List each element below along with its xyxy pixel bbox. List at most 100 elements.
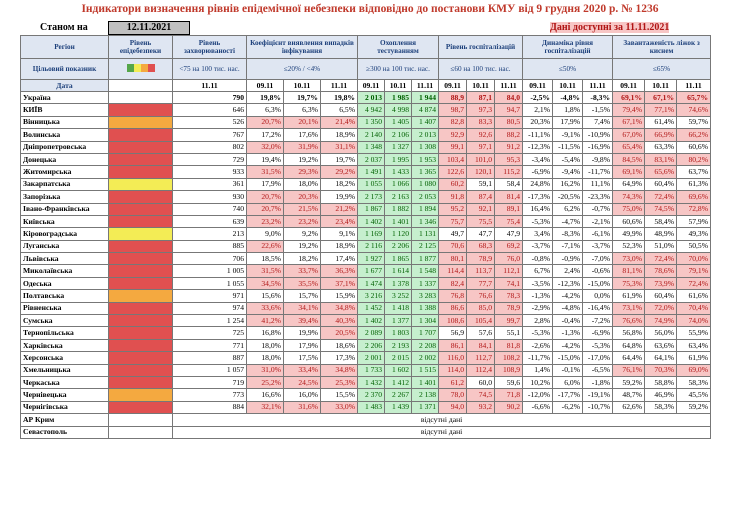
table-row: Запорізька 930 20,7% 20,3% 19,9% 2 173 2 163 2 …: [20, 190, 712, 204]
region-name: Севастополь: [20, 425, 109, 439]
level-indicator: [108, 140, 173, 154]
testing-value: 3 283: [411, 289, 440, 303]
testing-value: 1 337: [411, 276, 440, 291]
oxygen-value: 46,9%: [644, 388, 678, 402]
table-row: Черкаська 719 25,2% 24,5% 25,3% 1 432 1 412 1 4…: [20, 375, 712, 390]
hosp-dynamics-value: -6,5%: [582, 363, 614, 378]
hosp-value: 105,4: [466, 314, 496, 328]
detection-value: 15,6%: [246, 289, 284, 303]
testing-value: 1 388: [411, 301, 440, 316]
date-dyn-3: 11.11: [582, 79, 614, 92]
hosp-dynamics-value: 2,4%: [552, 264, 584, 278]
level-legend: [108, 58, 173, 80]
hosp-value: 86,6: [438, 301, 468, 316]
level-indicator: [108, 252, 173, 266]
table-row-nodata: Севастополь відсутні дані: [20, 425, 712, 439]
hosp-value: 103,4: [438, 152, 468, 167]
hosp-value: 74,1: [494, 276, 524, 291]
incidence-value: 933: [172, 165, 247, 179]
incidence-value: 1 057: [172, 363, 247, 378]
oxygen-value: 67,1%: [644, 90, 678, 105]
header-detection: Коефіцієнт виявлення випадків інфікуванн…: [245, 35, 359, 59]
hosp-dynamics-value: -0,4%: [552, 314, 584, 328]
header-incidence: Рівень захворюваності: [172, 35, 247, 59]
region-name: Черкаська: [20, 375, 109, 390]
detection-value: 34,8%: [319, 301, 359, 316]
oxygen-value: 66,9%: [644, 128, 678, 142]
incidence-value: 1 055: [172, 276, 247, 291]
hosp-dynamics-value: -9,4%: [552, 165, 584, 179]
oxygen-value: 52,3%: [612, 239, 646, 254]
testing-value: 1 803: [384, 326, 413, 340]
detection-value: 18,2%: [283, 252, 321, 266]
no-data-text: відсутні дані: [171, 413, 712, 427]
detection-value: 20,7%: [246, 190, 284, 204]
testing-value: 2 013: [357, 90, 386, 105]
testing-value: 1 350: [357, 115, 386, 130]
detection-value: 31,5%: [246, 165, 284, 179]
testing-value: 1 418: [384, 301, 413, 316]
testing-value: 2 173: [357, 190, 386, 204]
hosp-dynamics-value: -2,9%: [522, 301, 554, 316]
hosp-value: 108,6: [438, 314, 468, 328]
hosp-value: 114,4: [438, 264, 468, 278]
detection-value: 23,2%: [246, 214, 284, 229]
hosp-dynamics-value: 6,2%: [552, 202, 584, 216]
date-testing-3: 11.11: [411, 79, 440, 92]
hosp-value: 78,9: [494, 301, 524, 316]
incidence-value: 526: [172, 115, 247, 130]
detection-value: 18,2%: [319, 177, 359, 192]
table-row: Харківська 771 18,0% 17,9% 18,6% 2 206 2 193 2 …: [20, 338, 712, 353]
region-name: Херсонська: [20, 351, 109, 365]
hosp-value: 122,6: [438, 165, 468, 179]
table-row: Кіровоградська 213 9,0% 9,2% 9,1% 1 169 1 120 1…: [20, 227, 712, 241]
detection-value: 37,1%: [319, 276, 359, 291]
level-indicator: [108, 413, 173, 427]
testing-value: 2 267: [384, 388, 413, 402]
detection-value: 32,0%: [246, 140, 284, 154]
testing-value: 1 080: [411, 177, 440, 192]
hosp-dynamics-value: -0,7%: [582, 202, 614, 216]
testing-value: 3 252: [384, 289, 413, 303]
hosp-value: 81,8: [494, 338, 524, 353]
testing-value: 1 483: [357, 400, 386, 415]
hosp-value: 60,0: [466, 375, 496, 390]
date-level: [108, 79, 173, 92]
hosp-dynamics-value: -8,3%: [582, 90, 614, 105]
oxygen-value: 81,1%: [612, 264, 646, 278]
oxygen-value: 63,7%: [676, 165, 712, 179]
oxygen-value: 67,0%: [612, 128, 646, 142]
oxygen-value: 64,8%: [612, 338, 646, 353]
hosp-dynamics-value: 7,4%: [582, 115, 614, 130]
hosp-value: 116,0: [438, 351, 468, 365]
oxygen-value: 65,4%: [612, 140, 646, 154]
oxygen-value: 72,0%: [644, 301, 678, 316]
oxygen-value: 69,6%: [676, 190, 712, 204]
hosp-dynamics-value: -15,0%: [552, 351, 584, 365]
hosp-value: 115,2: [494, 165, 524, 179]
table-row: Хмельницька 1 057 31,0% 33,4% 34,8% 1 733 1 60…: [20, 363, 712, 378]
incidence-value: 646: [172, 103, 247, 117]
oxygen-value: 45,5%: [676, 388, 712, 402]
hosp-dynamics-value: -7,1%: [552, 239, 584, 254]
oxygen-value: 59,2%: [676, 400, 712, 415]
testing-value: 1 407: [411, 115, 440, 130]
region-name: Полтавська: [20, 289, 109, 303]
testing-value: 1 944: [411, 90, 440, 105]
detection-value: 17,5%: [283, 351, 321, 365]
incidence-value: 974: [172, 301, 247, 316]
legend-swatch: [126, 64, 134, 72]
testing-value: 1 882: [384, 202, 413, 216]
no-data-text: відсутні дані: [171, 425, 712, 439]
oxygen-value: 74,9%: [644, 314, 678, 328]
header-hosp: Рівень госпіталізацій: [438, 35, 524, 59]
hosp-dynamics-value: -17,0%: [582, 351, 614, 365]
hosp-value: 55,1: [494, 326, 524, 340]
testing-value: 1 304: [411, 314, 440, 328]
hosp-dynamics-value: -5,3%: [582, 338, 614, 353]
oxygen-value: 65,6%: [644, 165, 678, 179]
date-detection-1: 09.11: [246, 79, 284, 92]
incidence-value: 773: [172, 388, 247, 402]
detection-value: 20,7%: [246, 202, 284, 216]
target-testing: ≥300 на 100 тис. нас.: [357, 58, 440, 80]
